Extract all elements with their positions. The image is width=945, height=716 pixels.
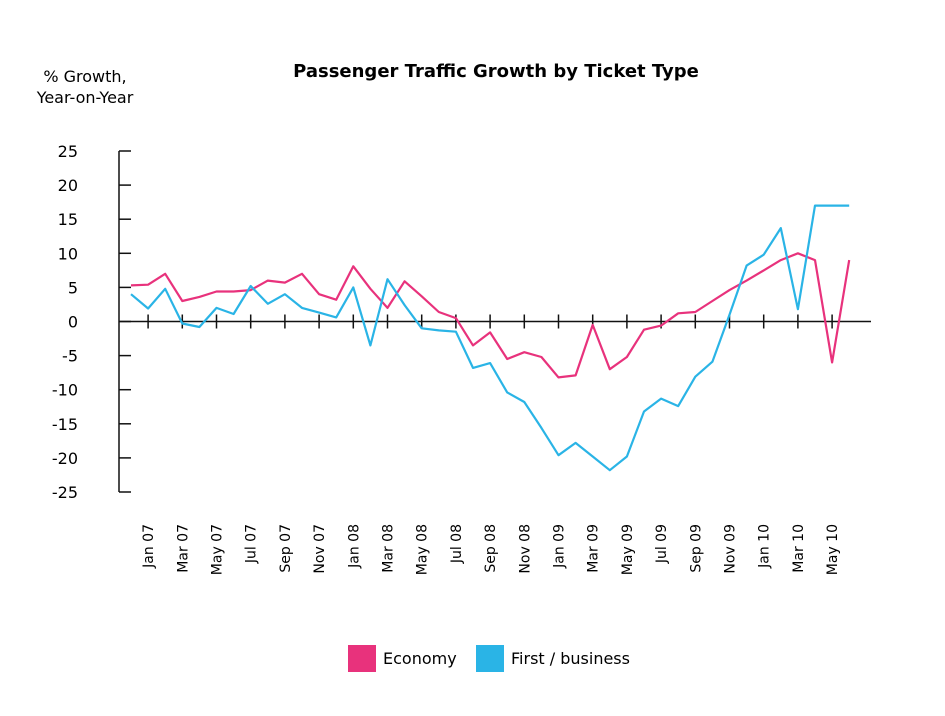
x-tick-label: Jul 07: [244, 524, 260, 564]
y-tick-label: -25: [52, 483, 78, 502]
x-tick-label: May 07: [210, 524, 226, 575]
chart-title: Passenger Traffic Growth by Ticket Type: [293, 61, 699, 82]
legend-label-economy: Economy: [383, 649, 457, 668]
x-tick-label: Jul 08: [449, 524, 465, 564]
y-axis-label-line-2: Year-on-Year: [36, 88, 134, 107]
y-tick-label: 15: [58, 210, 78, 229]
legend: Economy First / business: [348, 645, 630, 672]
x-tick-label: Mar 08: [381, 524, 397, 573]
y-tick-label: -5: [62, 347, 78, 366]
x-tick-label: Sep 08: [483, 524, 499, 573]
x-tick-label: May 10: [825, 524, 841, 575]
x-tick-label: Nov 08: [517, 524, 533, 574]
axes: 25 20 15 10 5 0 -5 -10 -15 -20 -25 Jan 07 Mar 07 May …: [52, 142, 871, 575]
x-tick-label: Nov 09: [723, 524, 739, 574]
y-axis-label-line-1: % Growth,: [43, 67, 126, 86]
y-tick-label: 0: [68, 313, 78, 332]
x-tick-label: Jan 10: [757, 524, 773, 569]
legend-swatch-first-business: [476, 645, 504, 672]
y-tick-label: 5: [68, 278, 78, 297]
series-line-economy: [130, 252, 851, 379]
x-tick-label: Mar 07: [175, 524, 191, 573]
y-tick-label: -10: [52, 381, 78, 400]
x-tick-label: Nov 07: [312, 524, 328, 574]
series-line-first-business: [130, 204, 850, 472]
legend-swatch-economy: [348, 645, 376, 672]
x-tick-label: May 09: [620, 524, 636, 575]
x-tick-label: May 08: [415, 524, 431, 575]
y-tick-label: -20: [52, 449, 78, 468]
y-tick-label: 10: [58, 244, 78, 263]
x-tick-label: Sep 07: [278, 524, 294, 573]
series-layer: [130, 204, 851, 472]
x-tick-label: Jan 08: [346, 524, 362, 569]
x-tick-label: Jul 09: [654, 524, 670, 564]
x-tick-label: Jan 07: [141, 524, 157, 569]
legend-label-first-business: First / business: [511, 649, 630, 668]
x-tick-label: Mar 10: [791, 524, 807, 573]
y-tick-label: -15: [52, 415, 78, 434]
y-tick-label: 25: [58, 142, 78, 161]
x-tick-label: Jan 09: [552, 524, 568, 569]
x-tick-label: Mar 09: [586, 524, 602, 573]
y-tick-label: 20: [58, 176, 78, 195]
x-tick-label: Sep 09: [688, 524, 704, 573]
